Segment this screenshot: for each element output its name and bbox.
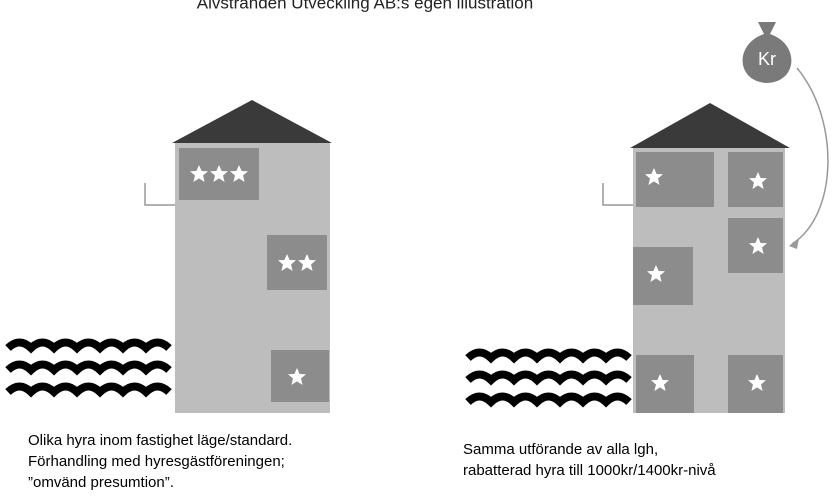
wave [8,387,169,393]
right-caption: Samma utförande av alla lgh, rabatterad h… [463,441,716,479]
left-building [145,100,332,413]
left-caption: Olika hyra inom fastighet läge/standard.… [28,432,292,491]
page: {"title":"Alvstranden Utveckling AB:s eg… [0,0,834,499]
title: Alvstranden Utveckling AB:s egen illustr… [197,0,533,12]
right-building [603,103,790,413]
waves [8,343,169,393]
caption-line: Samma utförande av alla lgh, [463,441,658,458]
waves [468,353,629,403]
caption-line: ”omvänd presumtion”. [28,474,174,491]
wave [468,375,629,381]
caption-line: rabatterad hyra till 1000kr/1400kr-nivå [463,462,716,479]
caption-line: Olika hyra inom fastighet läge/standard. [28,432,292,449]
wave [468,353,629,359]
caption-line: Förhandling med hyresgästföreningen; [28,453,285,470]
wave [468,397,629,403]
money-bag-label: Kr [758,49,776,69]
wave [8,343,169,349]
wave [8,365,169,371]
illustration: Alvstranden Utveckling AB:s egen illustr… [0,0,834,499]
